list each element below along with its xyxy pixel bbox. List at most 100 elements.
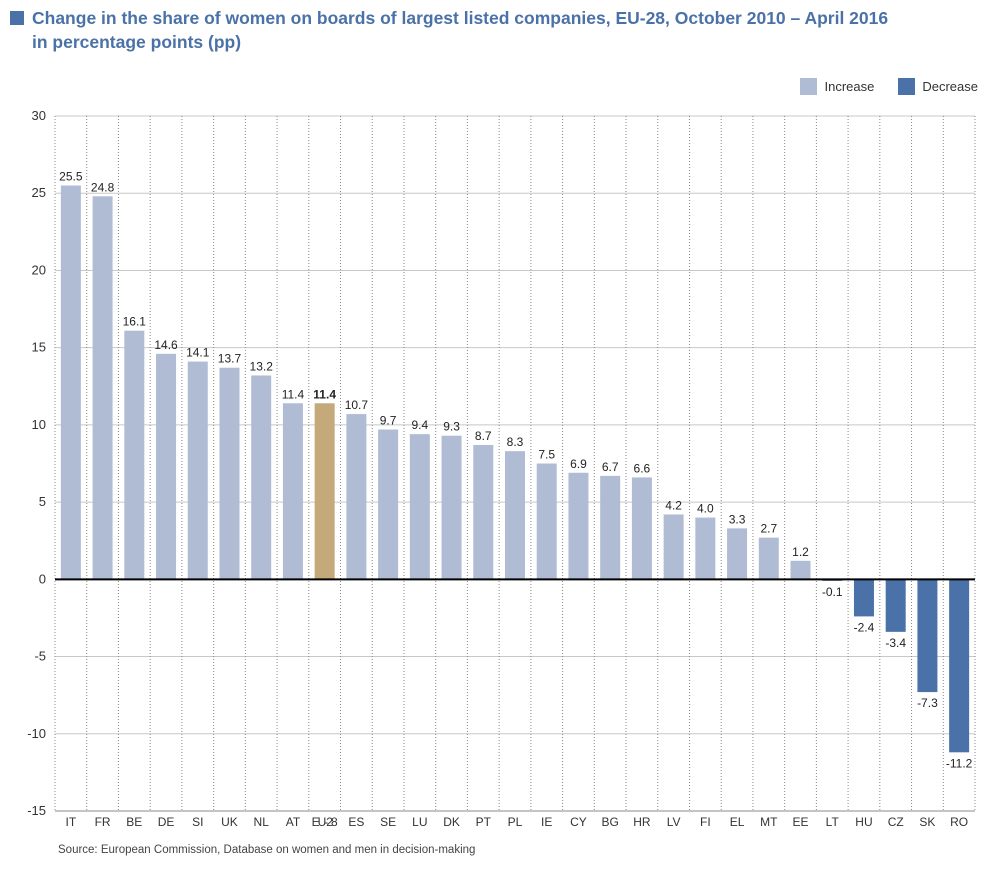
bar-pl	[505, 451, 525, 580]
x-tick-label-ee: EE	[793, 815, 809, 829]
x-tick-label-ie: IE	[541, 815, 552, 829]
data-label-lt: -0.1	[822, 585, 843, 599]
data-label-bg: 6.7	[602, 460, 619, 474]
x-tick-label-at: AT	[286, 815, 301, 829]
y-tick-label: 30	[32, 108, 46, 123]
bar-fr	[92, 196, 113, 580]
x-tick-label-sk: SK	[919, 815, 935, 829]
bar-lu	[409, 434, 430, 580]
x-tick-label-mt: MT	[760, 815, 778, 829]
data-label-lv: 4.2	[665, 498, 682, 512]
data-label-eu-28: 11.4	[313, 387, 336, 401]
legend-swatch-increase	[800, 78, 818, 95]
x-tick-label-fi: FI	[700, 815, 711, 829]
data-label-it: 25.5	[59, 170, 83, 184]
bar-ie	[536, 463, 557, 580]
chart-subtitle: in percentage points (pp)	[32, 32, 242, 52]
x-tick-label-fr: FR	[95, 815, 111, 829]
chart-title: Change in the share of women on boards o…	[32, 8, 889, 28]
bar-mt	[758, 537, 779, 580]
x-tick-label-bg: BG	[602, 815, 619, 829]
title-square-icon	[10, 11, 24, 25]
legend-label-increase: Increase	[824, 79, 875, 94]
x-tick-label-es: ES	[348, 815, 364, 829]
data-label-es: 10.7	[345, 398, 369, 412]
x-tick-label-be: BE	[126, 815, 142, 829]
y-tick-label: 15	[32, 340, 46, 355]
x-tick-label-se: SE	[380, 815, 396, 829]
x-tick-label-eu-28: EU-28	[312, 815, 338, 829]
legend-label-decrease: Decrease	[922, 79, 978, 94]
bar-de	[156, 353, 177, 580]
y-tick-label: 25	[32, 185, 46, 200]
x-tick-label-it: IT	[66, 815, 77, 829]
y-tick-label: 0	[39, 571, 46, 586]
x-tick-label-nl: NL	[254, 815, 270, 829]
bar-sk	[917, 579, 938, 693]
data-label-pl: 8.3	[507, 435, 524, 449]
y-tick-label: 5	[39, 494, 46, 509]
x-tick-label-lv: LV	[667, 815, 681, 829]
data-label-nl: 13.2	[250, 359, 274, 373]
bar-it	[60, 185, 81, 580]
x-tick-label-de: DE	[158, 815, 175, 829]
bar-hr	[631, 477, 652, 580]
bar-fi	[695, 517, 716, 580]
data-label-cz: -3.4	[885, 636, 906, 650]
data-label-hu: -2.4	[854, 620, 875, 634]
y-tick-label: 10	[32, 417, 46, 432]
x-tick-label-dk: DK	[443, 815, 460, 829]
data-label-ro: -11.2	[946, 756, 973, 770]
x-tick-label-pl: PL	[508, 815, 523, 829]
bar-be	[124, 330, 145, 580]
y-tick-label: -10	[27, 726, 46, 741]
x-tick-label-lt: LT	[826, 815, 840, 829]
chart-title-block: Change in the share of women on boards o…	[10, 6, 990, 54]
source-note: Source: European Commission, Database on…	[58, 844, 476, 856]
bar-uk	[219, 367, 240, 580]
data-label-fr: 24.8	[91, 180, 115, 194]
data-label-mt: 2.7	[760, 522, 777, 536]
x-tick-label-pt: PT	[476, 815, 492, 829]
data-label-si: 14.1	[186, 346, 210, 360]
x-tick-label-si: SI	[192, 815, 203, 829]
bar-at	[282, 403, 303, 580]
bar-dk	[441, 435, 462, 580]
bar-el	[727, 528, 748, 580]
y-tick-label: -15	[27, 803, 46, 818]
data-label-pt: 8.7	[475, 429, 492, 443]
data-label-sk: -7.3	[917, 696, 938, 710]
bar-si	[187, 361, 208, 580]
data-label-uk: 13.7	[218, 352, 242, 366]
data-label-dk: 9.3	[443, 420, 460, 434]
bar-lv	[663, 514, 684, 580]
legend-swatch-decrease	[898, 78, 916, 95]
x-tick-label-cz: CZ	[888, 815, 904, 829]
bar-eu-28	[314, 403, 335, 580]
y-tick-label: -5	[34, 649, 46, 664]
data-label-be: 16.1	[123, 315, 147, 329]
x-tick-label-lu: LU	[412, 815, 427, 829]
data-label-se: 9.7	[380, 414, 397, 428]
data-label-ie: 7.5	[538, 448, 555, 462]
data-label-lu: 9.4	[411, 418, 428, 432]
y-tick-label: 20	[32, 262, 46, 277]
bar-se	[378, 429, 399, 580]
bar-es	[346, 414, 367, 580]
x-tick-label-ro: RO	[950, 815, 968, 829]
bar-bg	[600, 475, 621, 580]
bar-nl	[251, 375, 272, 580]
bar-hu	[853, 579, 874, 617]
data-label-de: 14.6	[154, 338, 178, 352]
data-label-fi: 4.0	[697, 502, 714, 516]
data-label-el: 3.3	[729, 512, 746, 526]
data-label-at: 11.4	[282, 387, 305, 401]
legend-item-increase: Increase	[800, 78, 874, 95]
data-label-hr: 6.6	[634, 461, 651, 475]
x-tick-label-cy: CY	[570, 815, 587, 829]
bar-pt	[473, 444, 494, 580]
legend: Increase Decrease	[776, 78, 978, 95]
bar-ee	[790, 560, 811, 580]
bar-cy	[568, 472, 589, 580]
